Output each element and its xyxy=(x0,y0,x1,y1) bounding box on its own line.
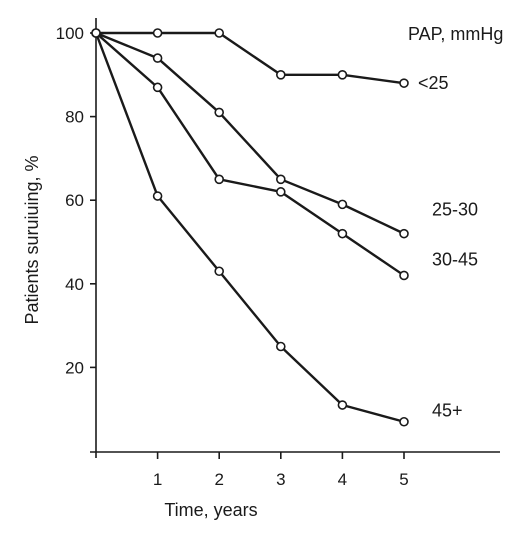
series-1-point xyxy=(152,28,163,38)
y-tick-label: 20 xyxy=(65,358,84,377)
series-3-line xyxy=(95,32,405,277)
series-2-point xyxy=(275,174,286,185)
x-tick-label: 1 xyxy=(153,470,162,489)
series-2-label: 25-30 xyxy=(432,200,478,220)
series-1-point xyxy=(214,28,224,38)
x-tick-label: 5 xyxy=(399,470,408,489)
series-4-point xyxy=(91,28,101,38)
series-2-point xyxy=(337,199,348,210)
series-3-label: 30-45 xyxy=(432,249,478,269)
series-4 xyxy=(91,28,409,427)
y-tick-label: 40 xyxy=(65,275,84,294)
labels: 20 40 60 80 100 1 2 3 4 5 <25 25-30 30-45 45+ xyxy=(56,24,478,489)
series-2-point xyxy=(214,107,224,118)
series-2-point xyxy=(152,53,163,63)
series-1-label: <25 xyxy=(418,73,449,93)
series-2 xyxy=(91,28,409,239)
x-tick-label: 3 xyxy=(276,470,285,489)
y-tick-label: 80 xyxy=(65,108,84,127)
x-tick-label: 2 xyxy=(214,470,223,489)
axes xyxy=(90,18,500,459)
series-4-point xyxy=(399,416,409,427)
y-tick-label: 100 xyxy=(56,24,84,43)
series-4-label: 45+ xyxy=(432,401,463,421)
series-4-point xyxy=(337,400,348,410)
legend-title: PAP, mmHg xyxy=(408,24,503,44)
series-4-point xyxy=(152,191,163,201)
series-2-line xyxy=(95,31,405,235)
series-3-point xyxy=(214,174,224,185)
y-tick-label: 60 xyxy=(65,191,84,210)
series-1 xyxy=(91,28,409,88)
series-3-point xyxy=(337,228,348,239)
series-4-line xyxy=(94,32,405,423)
series-1-point xyxy=(275,70,286,80)
series-1-line xyxy=(96,31,405,85)
series-2-point xyxy=(399,228,409,239)
y-axis-title: Patients suruiuing, % xyxy=(22,155,42,324)
series-3 xyxy=(91,28,409,281)
series-group xyxy=(91,28,409,427)
series-1-point xyxy=(337,70,348,80)
series-4-point xyxy=(214,266,224,277)
series-3-point xyxy=(152,82,163,93)
series-4-point xyxy=(275,341,286,352)
x-tick-label: 4 xyxy=(338,470,347,489)
series-3-point xyxy=(399,270,409,281)
x-axis-title: Time, years xyxy=(164,500,257,520)
series-3-point xyxy=(275,187,286,197)
series-1-point xyxy=(399,78,409,88)
